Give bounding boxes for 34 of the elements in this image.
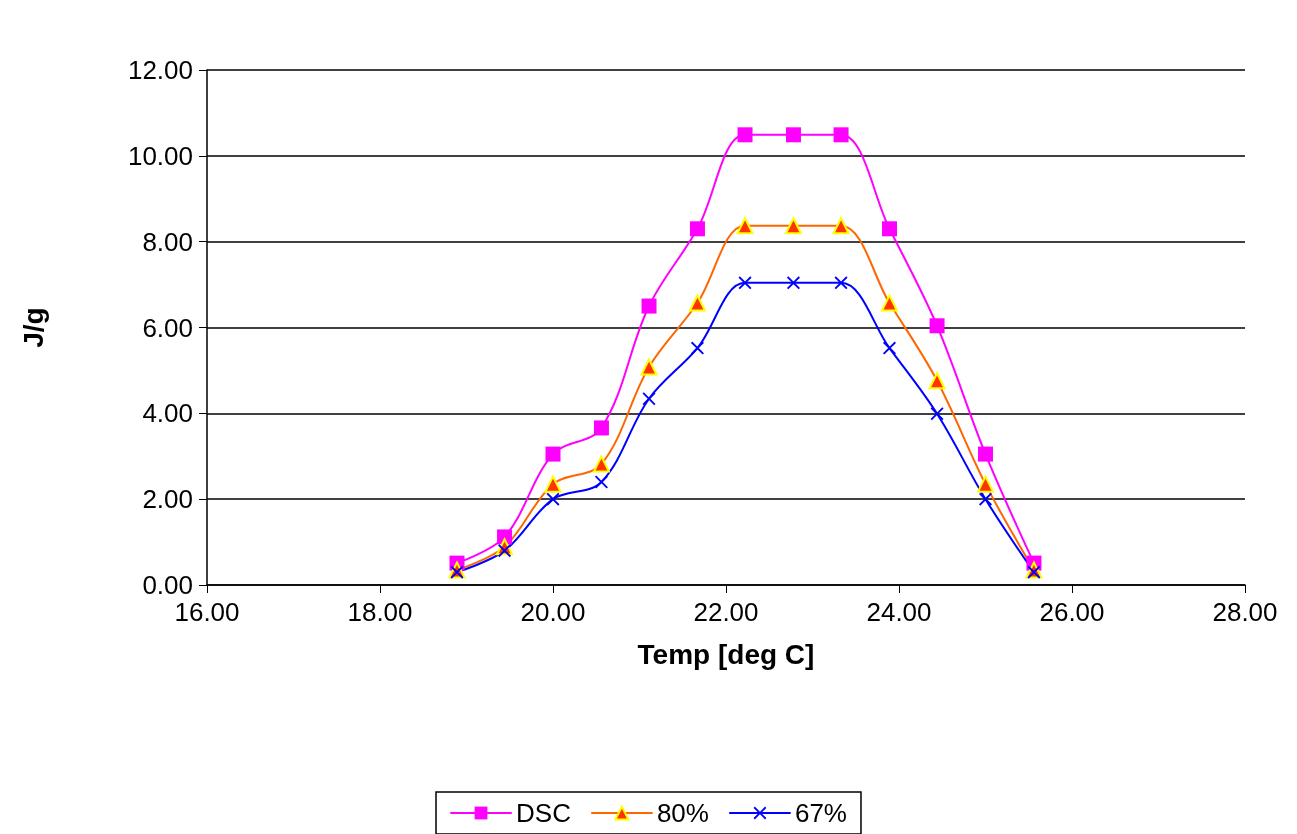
- y-tick-label: 6.00: [142, 312, 193, 343]
- x-tick-label: 28.00: [1212, 597, 1278, 627]
- x-axis-title: Temp [deg C]: [637, 638, 815, 670]
- x-tick-label: 20.00: [520, 597, 586, 627]
- point: [929, 318, 945, 334]
- y-tick-label: 2.00: [142, 484, 193, 515]
- point: [930, 407, 944, 421]
- y-tick-label: 12.00: [127, 55, 193, 85]
- point: [689, 221, 705, 237]
- point: [978, 446, 993, 462]
- point: [641, 298, 657, 314]
- point: [546, 492, 560, 506]
- legend-label: DSC: [516, 798, 571, 828]
- y-tick-label: 8.00: [142, 226, 193, 257]
- point: [834, 276, 848, 290]
- x-tick-label: 22.00: [693, 597, 759, 627]
- y-axis-title: J/g: [17, 307, 49, 348]
- x-tick-label: 16.00: [174, 597, 240, 627]
- point: [881, 221, 897, 237]
- y-tick-label: 4.00: [142, 398, 193, 429]
- point: [545, 446, 561, 462]
- point: [738, 276, 752, 290]
- legend-label: 80%: [656, 798, 709, 828]
- point: [642, 392, 656, 406]
- point: [737, 127, 753, 143]
- point: [833, 127, 849, 143]
- point: [785, 127, 801, 143]
- x-tick-label: 26.00: [1039, 597, 1105, 627]
- y-tick-label: 0.00: [142, 570, 193, 600]
- point: [593, 420, 609, 436]
- x-tick-label: 18.00: [347, 597, 413, 627]
- legend-label: 67%: [794, 798, 847, 828]
- x-tick-label: 24.00: [866, 597, 932, 627]
- y-tick-label: 10.00: [127, 140, 193, 171]
